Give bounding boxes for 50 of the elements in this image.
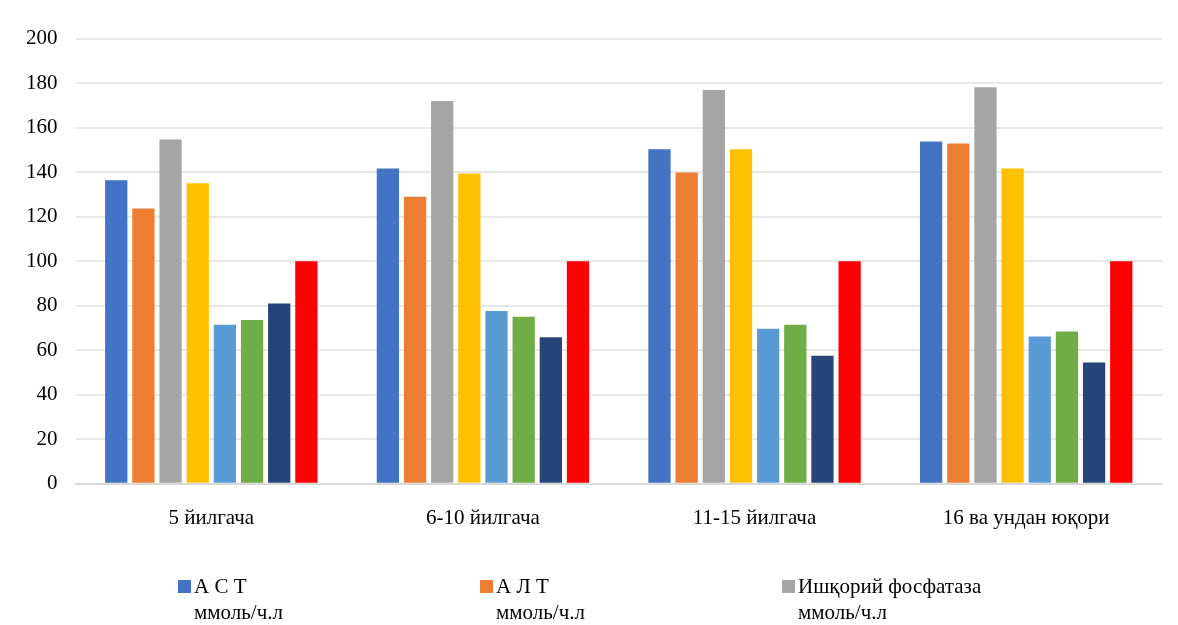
x-tick-label: 16 ва ундан юқори (942, 504, 1110, 529)
bar (648, 149, 671, 483)
bar (1028, 336, 1051, 483)
bar (458, 173, 481, 483)
bar (1110, 261, 1133, 483)
bar (566, 261, 590, 483)
legend-label: Ишқорий фосфатаза ммоль/ч.л (798, 573, 982, 625)
bar (213, 324, 237, 483)
bar (1055, 331, 1079, 483)
bar (240, 319, 264, 483)
bar (105, 180, 128, 483)
bar (974, 87, 997, 483)
bar (186, 183, 209, 483)
y-tick-label: 0 (47, 470, 58, 495)
bar (539, 337, 562, 483)
y-tick-label: 80 (36, 292, 58, 317)
y-tick-label: 180 (26, 69, 58, 94)
bar (159, 139, 182, 483)
bar (431, 100, 454, 483)
bar (784, 324, 807, 483)
bar (1001, 168, 1024, 483)
bar (132, 208, 155, 483)
bar (675, 172, 698, 483)
bar (919, 141, 943, 483)
bar (947, 143, 970, 483)
bar (512, 316, 535, 483)
y-tick-label: 100 (26, 247, 58, 272)
bar (729, 149, 753, 483)
bar (376, 168, 400, 483)
y-tick-label: 20 (36, 425, 58, 450)
y-tick-label: 60 (36, 336, 58, 361)
bar (838, 261, 861, 483)
x-tick-label: 5 йилгача (168, 504, 255, 529)
bar (702, 90, 725, 483)
bar (757, 328, 780, 483)
bar (403, 196, 427, 483)
y-tick-label: 40 (36, 381, 58, 406)
x-tick-label: 6-10 йилгача (426, 504, 541, 529)
bar (811, 355, 834, 483)
y-tick-label: 140 (26, 158, 58, 183)
x-tick-label: 11-15 йилгача (692, 504, 817, 529)
y-tick-label: 160 (26, 114, 58, 139)
y-tick-label: 200 (26, 25, 58, 50)
bar (295, 261, 318, 483)
bar (1082, 362, 1106, 483)
legend-label: А Л Т ммоль/ч.л (496, 573, 585, 625)
y-tick-label: 120 (26, 203, 58, 228)
bar (485, 311, 508, 483)
bar (268, 303, 291, 483)
legend-label: А С Т ммоль/ч.л (194, 573, 283, 625)
